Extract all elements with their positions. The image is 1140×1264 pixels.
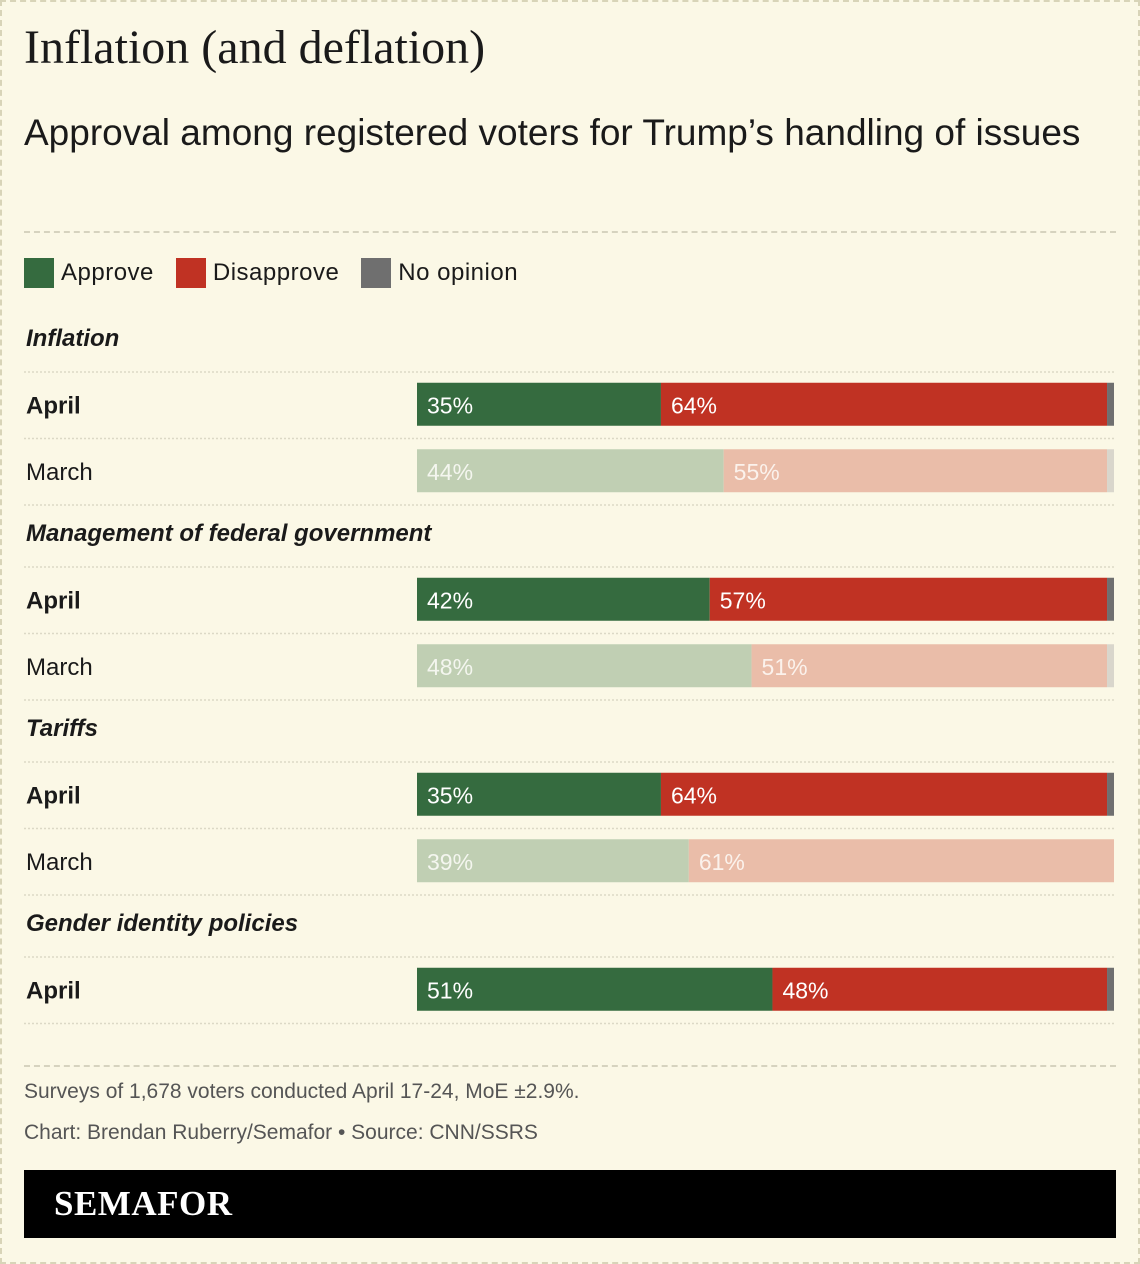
bar-no-opinion [1107, 577, 1114, 621]
legend-item-disapprove: Disapprove [175, 258, 340, 288]
bar-approve [417, 772, 661, 816]
row-label: April [26, 587, 81, 614]
bar-approve [417, 577, 710, 621]
bar-label-disapprove: 61% [699, 849, 745, 875]
group-label: Inflation [26, 325, 119, 352]
row-label: March [26, 654, 93, 681]
footer-divider [24, 1065, 1116, 1067]
legend-swatch-approve [24, 258, 54, 288]
bar-disapprove [709, 577, 1108, 621]
bar-label-disapprove: 64% [671, 392, 717, 418]
bar-no-opinion [1107, 772, 1114, 816]
bar-approve [417, 644, 752, 688]
bar-no-opinion [1107, 644, 1114, 688]
header-divider [24, 231, 1116, 233]
stacked-bar-chart: Inflation April 35% 64% March 44% 55% Managemen… [24, 325, 1116, 1025]
row-label: April [26, 392, 81, 419]
row-label: April [26, 977, 81, 1004]
bar-label-approve: 42% [427, 587, 473, 613]
legend-item-approve: Approve [24, 258, 154, 288]
bar-approve [417, 382, 661, 426]
chart-subtitle: Approval among registered voters for Tru… [24, 112, 1081, 153]
row-label: March [26, 849, 93, 876]
brand-bar: SEMAFOR [24, 1170, 1116, 1238]
bar-label-disapprove: 64% [671, 782, 717, 808]
bar-approve [417, 449, 724, 493]
row-label: March [26, 459, 93, 486]
bar-label-disapprove: 48% [782, 977, 828, 1003]
bar-approve [417, 839, 689, 883]
footer-note: Surveys of 1,678 voters conducted April … [24, 1080, 580, 1103]
bar-disapprove [723, 449, 1108, 493]
bar-no-opinion [1107, 967, 1114, 1011]
bar-disapprove [660, 382, 1108, 426]
bar-disapprove [751, 644, 1108, 688]
legend-label-no-opinion: No opinion [398, 259, 519, 286]
bar-label-approve: 51% [427, 977, 473, 1003]
chart-title: Inflation (and deflation) [24, 21, 486, 74]
bar-label-disapprove: 55% [734, 459, 780, 485]
group-label: Management of federal government [26, 520, 432, 547]
footer-credit: Chart: Brendan Ruberry/Semafor • Source:… [24, 1121, 538, 1144]
legend-item-no-opinion: No opinion [361, 258, 518, 288]
legend-swatch-disapprove [175, 258, 206, 288]
bar-no-opinion [1107, 449, 1114, 493]
group-label: Gender identity policies [26, 910, 298, 937]
bar-disapprove [772, 967, 1108, 1011]
bar-label-disapprove: 51% [762, 654, 808, 680]
bar-label-approve: 44% [427, 459, 473, 485]
bar-label-approve: 39% [427, 849, 473, 875]
bar-no-opinion [1107, 382, 1114, 426]
bar-label-approve: 35% [427, 782, 473, 808]
brand-logo: SEMAFOR [54, 1184, 233, 1223]
bar-disapprove [660, 772, 1108, 816]
legend-swatch-no-opinion [361, 258, 392, 288]
group-label: Tariffs [26, 715, 98, 742]
bar-label-disapprove: 57% [720, 587, 766, 613]
legend-label-disapprove: Disapprove [212, 259, 340, 286]
bar-label-approve: 35% [427, 392, 473, 418]
bar-disapprove [688, 839, 1114, 883]
legend: Approve Disapprove No opinion [24, 256, 540, 290]
bar-approve [417, 967, 773, 1011]
legend-label-approve: Approve [61, 259, 154, 286]
bar-label-approve: 48% [427, 654, 473, 680]
row-label: April [26, 782, 81, 809]
